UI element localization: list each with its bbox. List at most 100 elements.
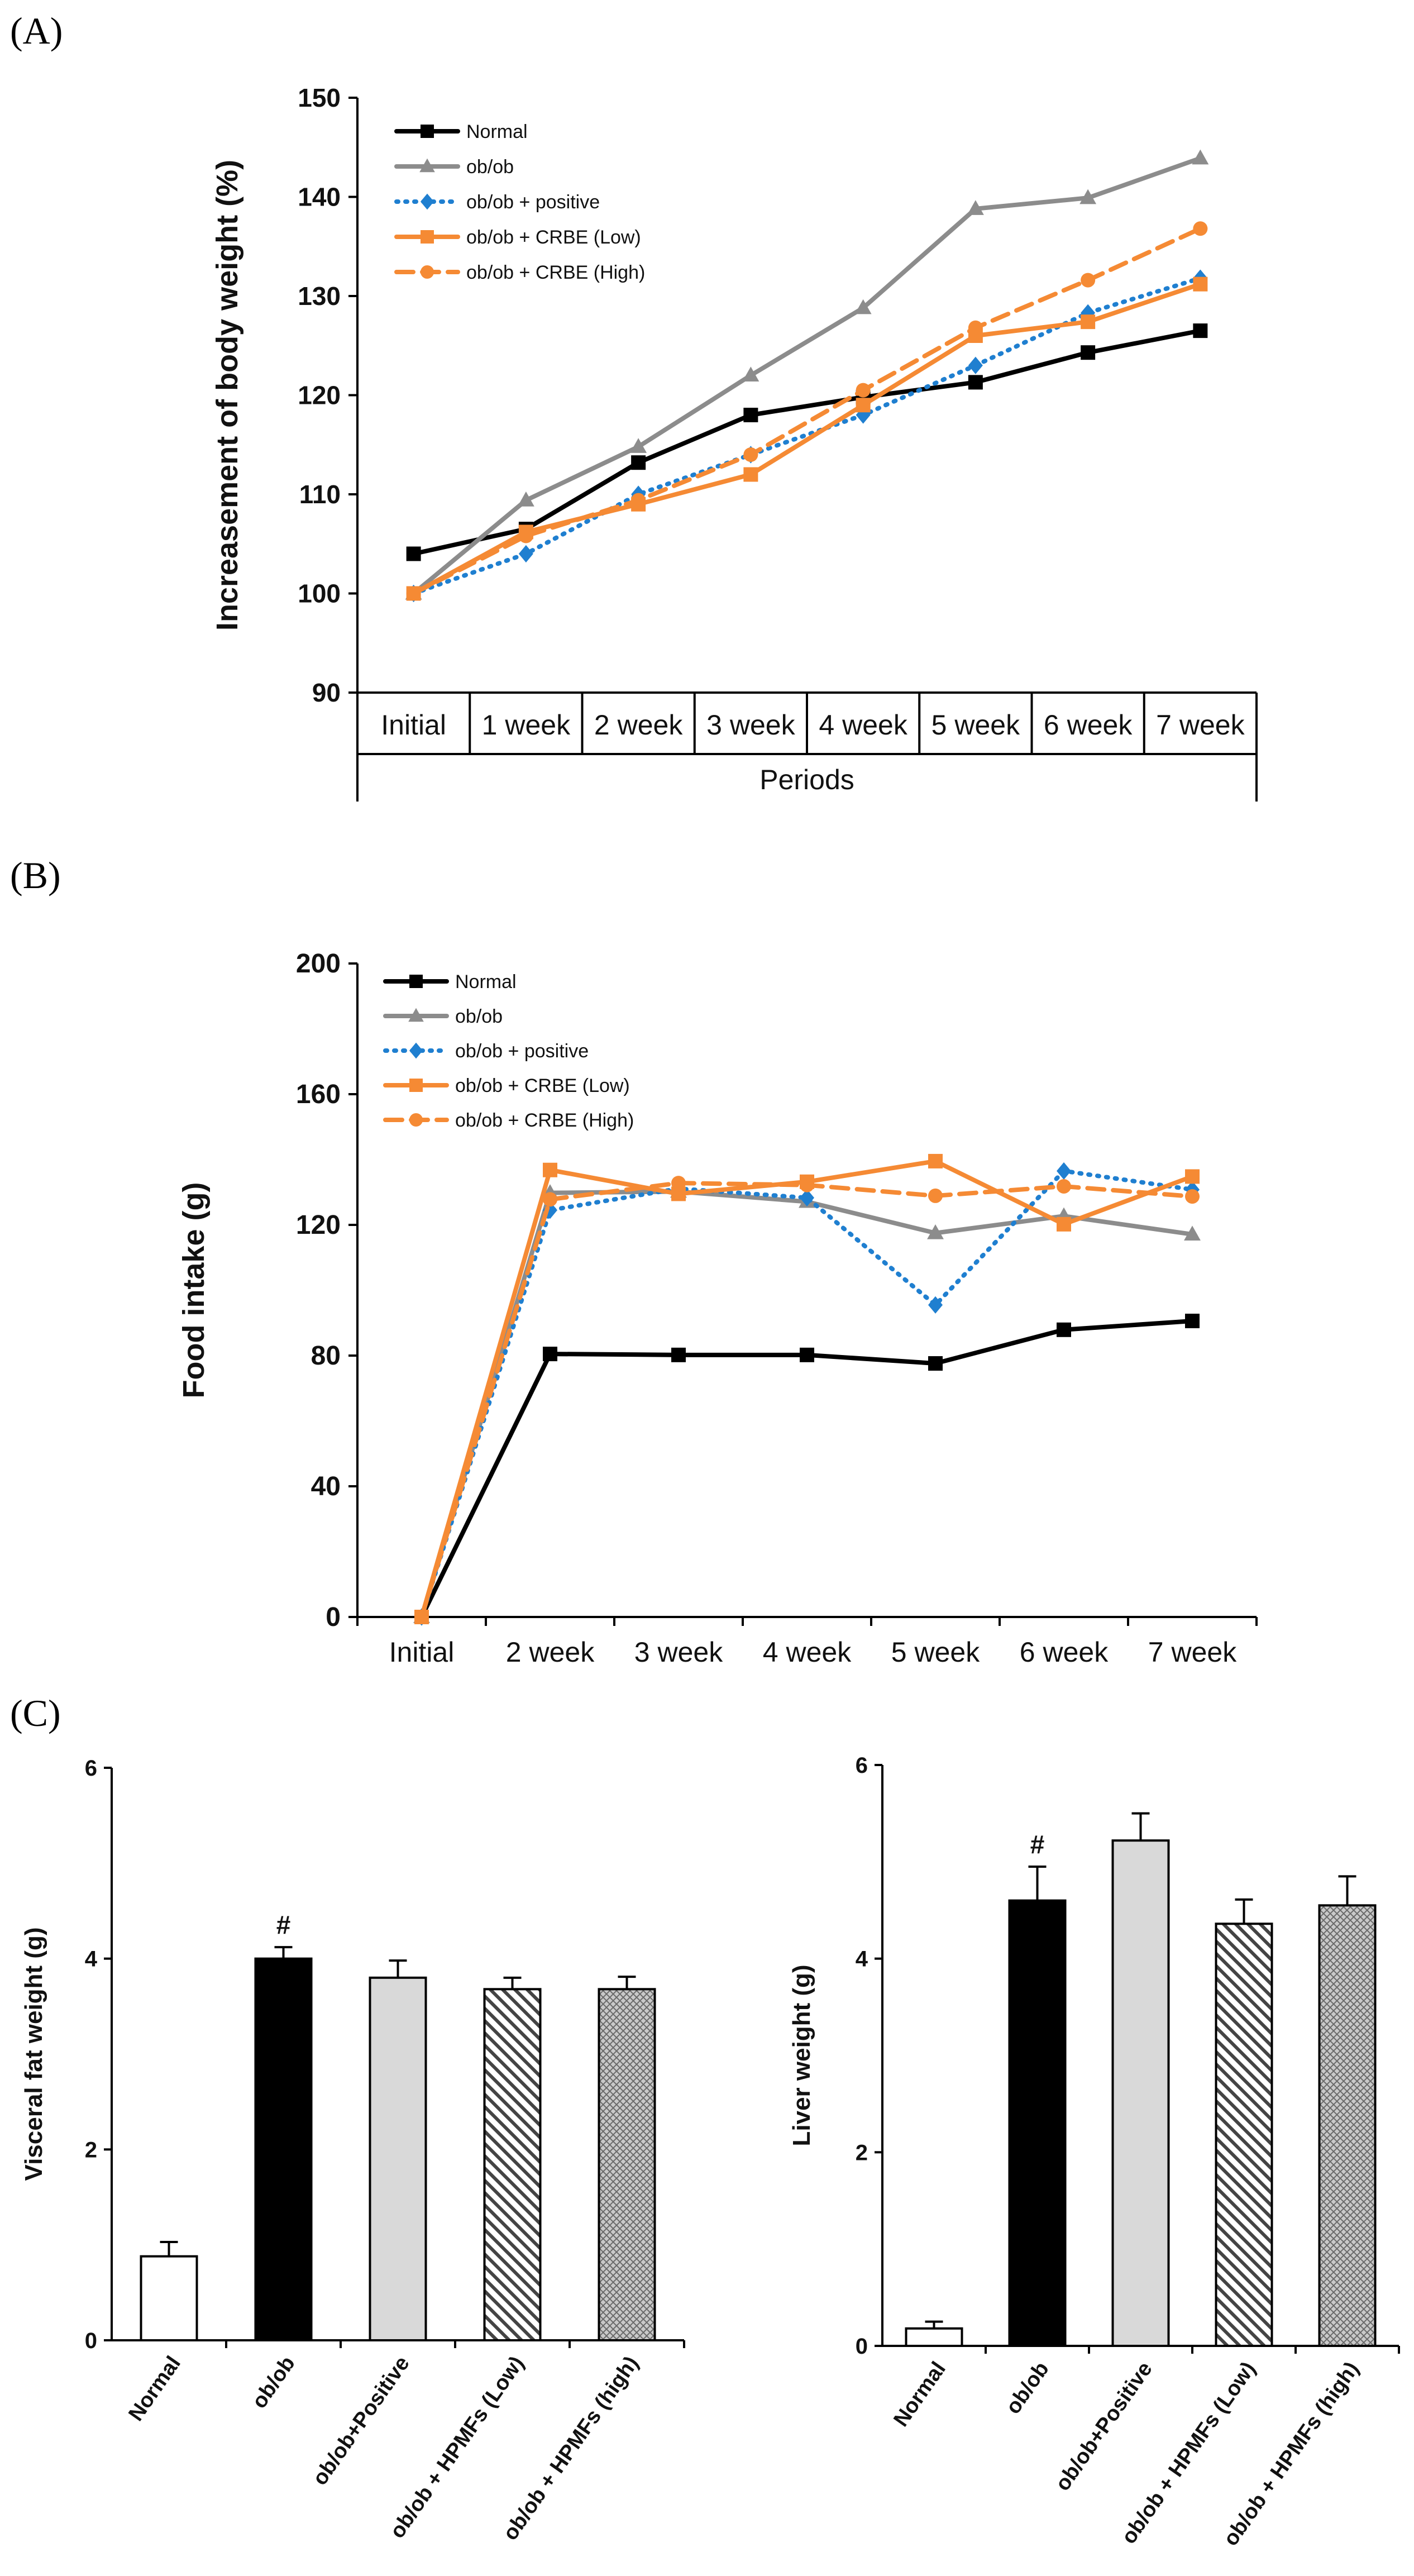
y-tick-label: 90 xyxy=(312,678,341,707)
data-point-normal xyxy=(631,455,646,470)
legend-label: ob/ob + positive xyxy=(466,192,600,213)
y-tick-label: 130 xyxy=(298,282,341,311)
legend-label: ob/ob + CRBE (Low) xyxy=(455,1075,630,1096)
data-point-ob-ob-crbe-low xyxy=(1193,276,1208,292)
data-point-ob-ob-crbe-low xyxy=(1185,1169,1200,1184)
y-axis-title: Increasement of body weight (%) xyxy=(211,160,244,631)
x-category-label: 5 week xyxy=(891,1637,980,1668)
bar-ob-ob-hpmfs-low xyxy=(483,1988,542,2341)
series-ob-ob-crbe-high xyxy=(406,221,1208,601)
legend-marker xyxy=(421,193,434,210)
bar-normal xyxy=(905,2327,963,2347)
y-tick-label: 120 xyxy=(298,381,341,410)
legend-label: ob/ob + CRBE (High) xyxy=(466,262,645,283)
data-point-normal xyxy=(671,1347,686,1362)
data-point-normal xyxy=(968,375,983,390)
legend-marker xyxy=(409,1113,423,1127)
legend: Normal ob/ob ob/ob + positive ob/ob + CRBE … xyxy=(383,971,634,1131)
y-tick-label: 150 xyxy=(298,83,341,112)
data-point-ob-ob xyxy=(742,366,759,382)
x-category-label: 7 week xyxy=(1156,709,1245,741)
bar-ob-ob-hpmfs-high xyxy=(598,1988,656,2341)
bar-ob-ob-hpmfs-low xyxy=(1215,1923,1273,2347)
x-category-label: 2 week xyxy=(506,1637,595,1668)
data-point-ob-ob xyxy=(927,1224,944,1239)
data-point-ob-ob-crbe-high xyxy=(406,586,421,601)
data-point-ob-ob xyxy=(1184,1225,1201,1241)
chart-b-food-intake: 0 40 80 120 160 200 Initial 2 week 3 week 4 week 5… xyxy=(177,949,1258,1668)
data-point-ob-ob-crbe-low xyxy=(1081,314,1096,330)
data-point-ob-ob-crbe-high xyxy=(414,1610,429,1624)
series-line-normal xyxy=(419,1318,1195,1619)
legend-label: Normal xyxy=(466,121,528,142)
x-category-label: 4 week xyxy=(763,1637,852,1668)
data-point-ob-ob-crbe-low xyxy=(856,398,871,413)
legend-label: ob/ob + CRBE (High) xyxy=(455,1110,634,1131)
data-point-ob-ob-crbe-high xyxy=(1185,1189,1200,1204)
data-point-ob-ob-crbe-high xyxy=(543,1192,557,1207)
x-category-label: 1 week xyxy=(482,709,571,741)
data-point-normal xyxy=(800,1347,814,1362)
x-category-label: 5 week xyxy=(931,709,1020,741)
y-tick-label: 0 xyxy=(85,2329,97,2353)
series-line-normal xyxy=(411,328,1203,556)
legend-marker xyxy=(409,975,423,988)
legend-marker xyxy=(421,265,434,279)
x-category-label: ob/ob+Positive xyxy=(1051,2358,1157,2495)
data-point-ob-ob xyxy=(854,299,872,314)
series-line-ob-ob-crbe-high xyxy=(419,1181,1195,1619)
series-ob-ob xyxy=(413,1182,1201,1624)
legend-label: ob/ob + positive xyxy=(455,1041,589,1062)
significance-marker: # xyxy=(276,1910,291,1939)
data-point-normal xyxy=(543,1347,557,1362)
y-tick-label: 6 xyxy=(85,1756,97,1781)
x-category-label: 6 week xyxy=(1044,709,1133,741)
x-category-label: ob/ob xyxy=(247,2352,300,2413)
data-point-ob-ob-crbe-high xyxy=(671,1176,686,1191)
data-point-ob-ob-crbe-high xyxy=(631,493,646,508)
x-category-label: 7 week xyxy=(1148,1637,1237,1668)
legend-marker xyxy=(409,1079,423,1092)
y-tick-label: 160 xyxy=(296,1080,341,1109)
legend-marker xyxy=(421,125,434,138)
panel-label-a: (A) xyxy=(10,9,63,52)
data-point-ob-ob-positive xyxy=(1081,304,1096,322)
y-tick-label: 40 xyxy=(311,1472,341,1501)
data-point-ob-ob xyxy=(967,200,984,215)
legend: Normal ob/ob ob/ob + positive ob/ob + CRBE … xyxy=(394,121,645,283)
y-tick-label: 0 xyxy=(326,1602,341,1632)
data-point-ob-ob-crbe-high xyxy=(1081,273,1096,288)
panel-label-b: (B) xyxy=(10,854,61,896)
data-point-ob-ob-positive xyxy=(518,545,533,563)
legend-label: Normal xyxy=(455,971,517,993)
x-category-label: ob/ob+Positive xyxy=(308,2352,414,2489)
y-tick-label: 100 xyxy=(298,579,341,608)
legend-marker xyxy=(421,230,434,244)
series-line-ob-ob xyxy=(411,156,1203,596)
data-point-normal xyxy=(743,408,758,422)
data-point-ob-ob-crbe-low xyxy=(743,467,758,482)
y-tick-label: 4 xyxy=(85,1947,98,1972)
data-point-ob-ob-crbe-high xyxy=(743,447,758,462)
data-point-ob-ob-positive xyxy=(800,1189,814,1207)
data-point-normal xyxy=(1081,345,1096,360)
data-point-normal xyxy=(1185,1313,1200,1328)
y-tick-label: 200 xyxy=(296,949,341,979)
data-point-normal xyxy=(1193,323,1208,338)
x-category-label: Normal xyxy=(124,2352,185,2425)
data-point-ob-ob-crbe-low xyxy=(928,1153,943,1168)
x-axis-title: Periods xyxy=(759,764,854,795)
data-point-ob-ob-positive xyxy=(1057,1162,1071,1180)
panel-label-c: (C) xyxy=(10,1692,61,1734)
series-line-ob-ob-crbe-low xyxy=(411,282,1203,596)
x-category-label: 3 week xyxy=(706,709,795,741)
data-point-normal xyxy=(406,546,421,561)
y-tick-label: 110 xyxy=(299,480,341,509)
bar-ob-ob xyxy=(1008,1899,1067,2348)
data-point-ob-ob-crbe-high xyxy=(800,1177,814,1192)
y-tick-label: 2 xyxy=(85,2138,97,2162)
series-line-ob-ob xyxy=(419,1189,1195,1619)
x-category-label: 2 week xyxy=(594,709,683,741)
